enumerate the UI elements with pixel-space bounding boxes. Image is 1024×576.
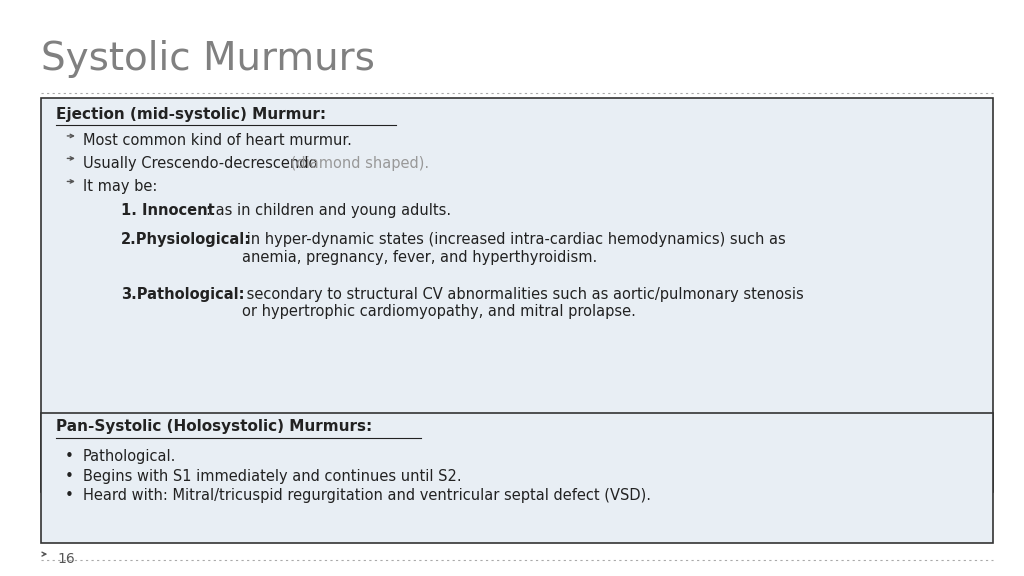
- Text: 2.Physiological:: 2.Physiological:: [121, 232, 251, 247]
- FancyBboxPatch shape: [41, 98, 993, 492]
- Text: (diamond shaped).: (diamond shaped).: [286, 156, 429, 170]
- Text: in hyper-dynamic states (increased intra-cardiac hemodynamics) such as
anemia, p: in hyper-dynamic states (increased intra…: [242, 232, 785, 264]
- Text: 1. Innocent: 1. Innocent: [121, 203, 215, 218]
- FancyBboxPatch shape: [41, 413, 993, 543]
- Text: •: •: [65, 449, 74, 464]
- Text: •: •: [65, 469, 74, 484]
- Text: •: •: [65, 488, 74, 503]
- Text: Most common kind of heart murmur.: Most common kind of heart murmur.: [83, 133, 352, 148]
- Text: Begins with S1 immediately and continues until S2.: Begins with S1 immediately and continues…: [83, 469, 462, 484]
- Text: Ejection (mid-systolic) Murmur:: Ejection (mid-systolic) Murmur:: [56, 107, 327, 122]
- Text: 16: 16: [57, 552, 75, 566]
- Text: Pathological.: Pathological.: [83, 449, 176, 464]
- Text: Systolic Murmurs: Systolic Murmurs: [41, 40, 375, 78]
- Text: secondary to structural CV abnormalities such as aortic/pulmonary stenosis
or hy: secondary to structural CV abnormalities…: [242, 287, 804, 319]
- Text: Pan-Systolic (Holosystolic) Murmurs:: Pan-Systolic (Holosystolic) Murmurs:: [56, 419, 373, 434]
- Text: It may be:: It may be:: [83, 179, 158, 194]
- Text: : as in children and young adults.: : as in children and young adults.: [206, 203, 451, 218]
- Text: Heard with: Mitral/tricuspid regurgitation and ventricular septal defect (VSD).: Heard with: Mitral/tricuspid regurgitati…: [83, 488, 651, 503]
- Text: Usually Crescendo-decrescendo: Usually Crescendo-decrescendo: [83, 156, 317, 170]
- Text: 3.Pathological:: 3.Pathological:: [121, 287, 245, 302]
